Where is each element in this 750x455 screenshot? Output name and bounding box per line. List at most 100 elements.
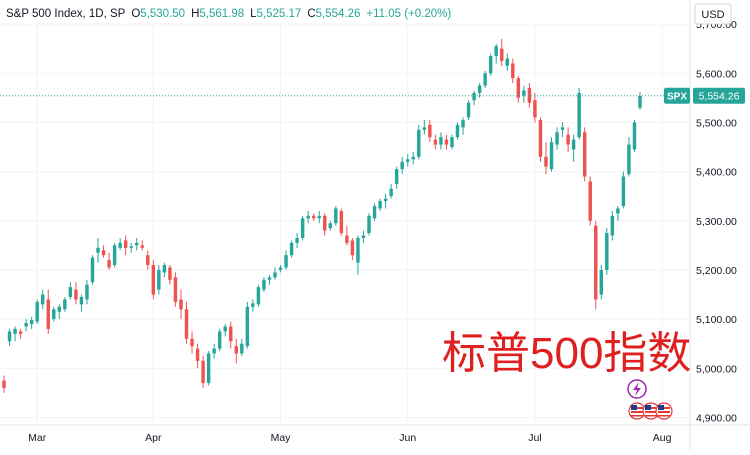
lightning-icon[interactable] [627, 379, 647, 399]
candle-body [389, 188, 393, 197]
candle-body [627, 144, 631, 175]
candle-body [422, 127, 427, 130]
currency-button[interactable]: USD [694, 3, 732, 25]
candle-body [295, 237, 299, 243]
candle-body [251, 303, 255, 307]
candle [7, 328, 12, 347]
candle-body [7, 331, 12, 342]
candle-body [538, 119, 543, 157]
candle-body [101, 250, 106, 256]
candle-body [466, 102, 471, 118]
candle-body [162, 265, 167, 273]
candle [406, 154, 410, 167]
candle-body [256, 287, 261, 305]
candle [24, 319, 28, 332]
y-tick-label: 5,200.00 [696, 265, 737, 277]
candle [500, 38, 504, 66]
candle-body [367, 215, 371, 234]
candle [90, 255, 95, 285]
candle-body [46, 299, 50, 329]
change-value: +11.05 (+0.20%) [366, 8, 451, 20]
candle [123, 235, 128, 256]
candle-body [18, 331, 23, 334]
candle [428, 119, 432, 143]
candle [234, 338, 238, 364]
candle-body [317, 215, 321, 219]
y-tick-label: 5,100.00 [696, 314, 737, 326]
candle-body [582, 132, 587, 177]
candle [466, 100, 471, 120]
candle [262, 277, 266, 293]
candle [588, 176, 592, 226]
candle-body [173, 277, 178, 302]
candle-body [328, 223, 333, 229]
candle-body [356, 237, 360, 263]
price-axis[interactable]: 5,700.005,600.005,500.005,400.005,300.00… [696, 19, 737, 424]
candle-body [616, 208, 620, 214]
candle-body [339, 210, 344, 234]
candle [383, 193, 388, 209]
candle-body [610, 215, 615, 236]
candle-body [461, 119, 465, 128]
candle-body [555, 132, 559, 145]
candle [317, 210, 321, 224]
candle-body [311, 215, 316, 219]
candle [13, 326, 17, 342]
candle-body [383, 198, 388, 202]
x-tick-label: Jun [399, 432, 416, 444]
candle-body [594, 225, 598, 300]
candle-body [240, 343, 244, 354]
candle [146, 250, 150, 270]
candle [107, 252, 111, 270]
candle-body [588, 181, 592, 221]
candle-body [406, 159, 410, 162]
candle [101, 245, 106, 258]
candle [560, 122, 565, 138]
candle-body [206, 353, 211, 384]
candle [2, 375, 6, 393]
candle-body [24, 323, 28, 327]
y-tick-label: 5,600.00 [696, 68, 737, 80]
candle-body [577, 92, 581, 138]
candles-group [2, 38, 642, 393]
candle-body [500, 48, 504, 61]
candle [168, 265, 172, 285]
candle-body [57, 306, 62, 312]
candle-body [599, 269, 604, 295]
candle [300, 215, 305, 241]
candle [157, 265, 161, 295]
candle [151, 260, 156, 300]
candle [35, 299, 39, 325]
candle-body [278, 267, 283, 270]
candle-body [112, 245, 117, 266]
candle-body [129, 246, 133, 248]
us-flag-icon[interactable] [655, 402, 673, 420]
candle [350, 237, 355, 261]
x-tick-label: Mar [28, 432, 47, 444]
candle [577, 88, 581, 140]
candle-body [621, 176, 626, 207]
candle-body [184, 309, 189, 339]
candle [201, 355, 205, 388]
candle-body [63, 299, 67, 310]
candle [516, 75, 521, 103]
candle [345, 225, 349, 246]
price-tag-symbol: SPX [667, 92, 687, 103]
candle [52, 306, 56, 322]
candle [627, 137, 631, 177]
time-axis[interactable]: MarAprMayJunJulAug26 [28, 432, 750, 444]
candle [417, 124, 421, 160]
y-tick-label: 5,000.00 [696, 363, 737, 375]
candle-body [522, 90, 526, 96]
candle-body [300, 218, 305, 238]
candle-body [146, 255, 150, 266]
candle [184, 301, 189, 344]
symbol-legend[interactable]: S&P 500 Index, 1D, SP O5,530.50 H5,561.98 L… [6, 8, 451, 20]
high-label: H [191, 8, 199, 20]
candle-body [527, 88, 532, 103]
candle [334, 206, 338, 226]
y-tick-label: 5,400.00 [696, 167, 737, 179]
currency-label: USD [701, 9, 724, 21]
candle-body [74, 289, 78, 300]
